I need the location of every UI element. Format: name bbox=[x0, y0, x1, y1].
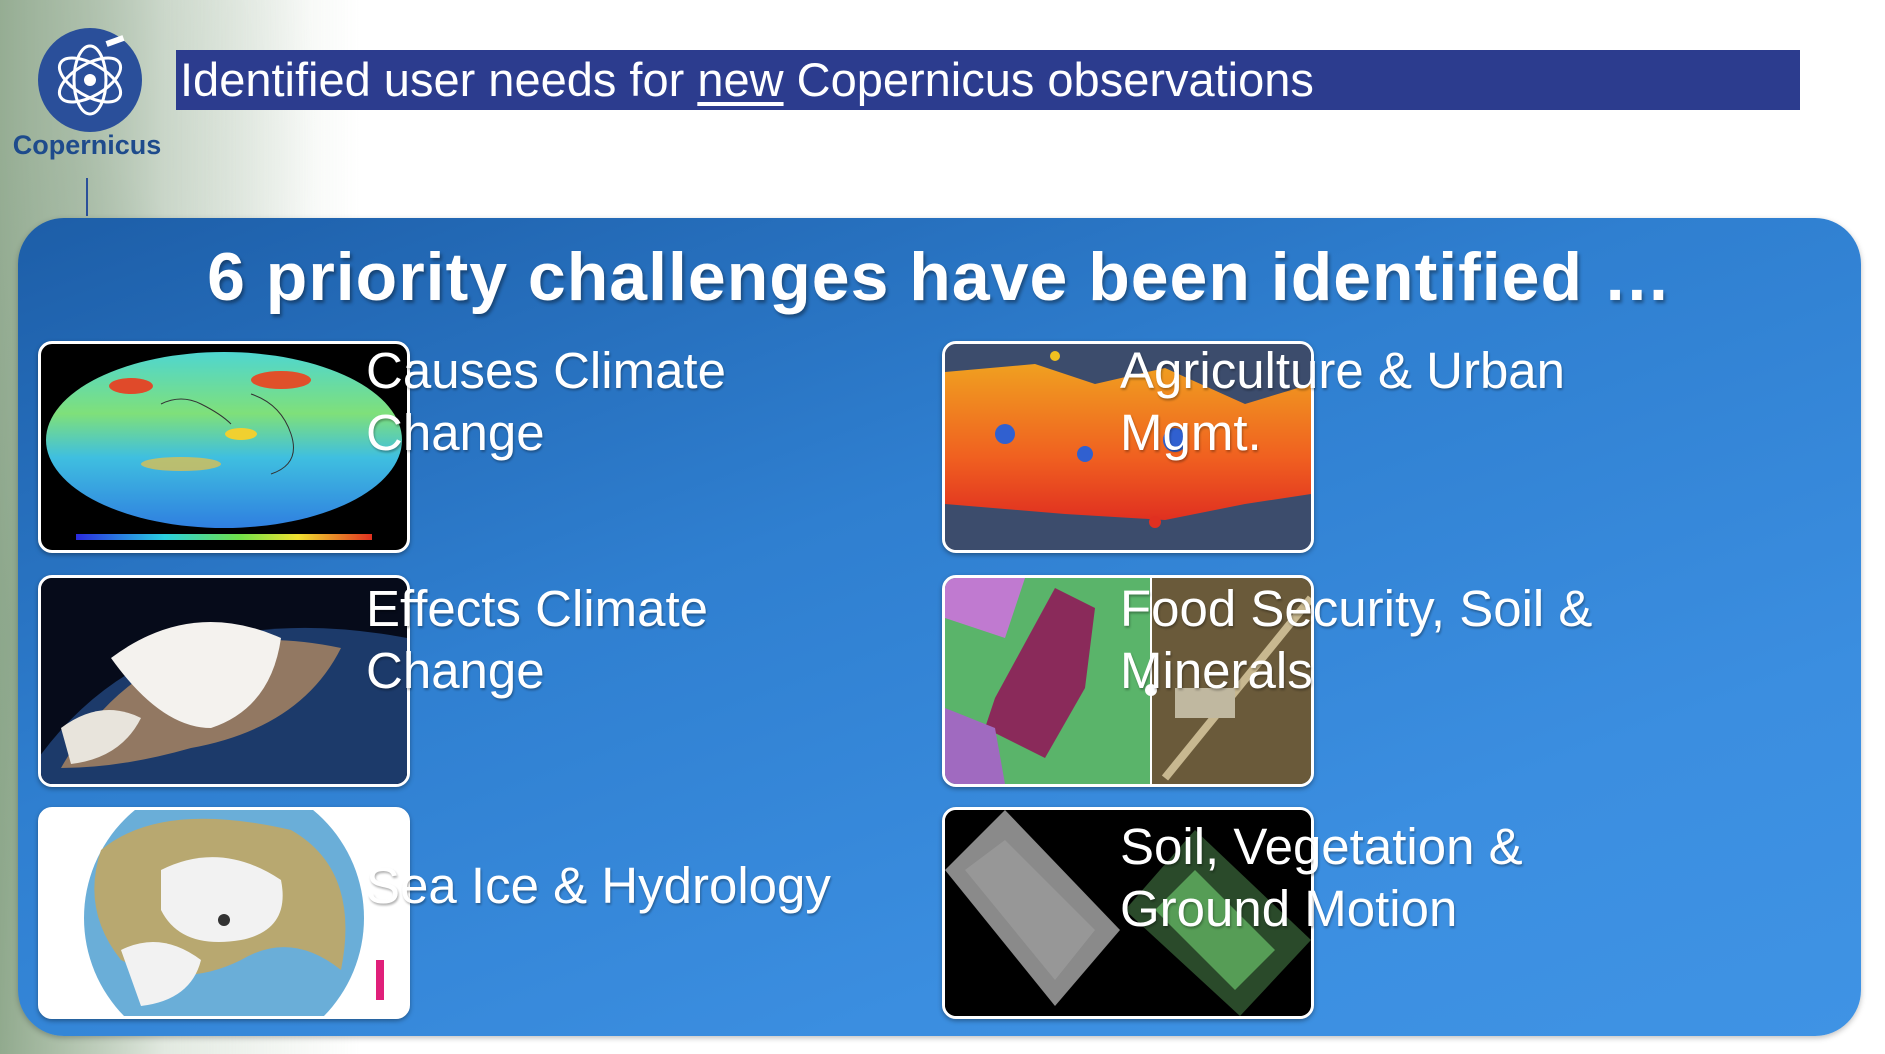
arctic-polar-map-image bbox=[38, 807, 410, 1019]
title-text-start: Identified user needs for bbox=[180, 53, 698, 106]
challenge-label-6: Soil, Vegetation & Ground Motion bbox=[1120, 816, 1523, 940]
sar-image-swaths-image bbox=[942, 807, 1314, 1019]
title-bar: Identified user needs for new Copernicus… bbox=[176, 50, 1800, 110]
challenge-label-1-line1: Causes Climate bbox=[366, 342, 726, 399]
challenge-label-4-line2: Minerals bbox=[1120, 642, 1313, 699]
challenge-label-1-line2: Change bbox=[366, 404, 545, 461]
challenge-label-6-line1: Soil, Vegetation & bbox=[1120, 818, 1523, 875]
global-co2-map-image bbox=[38, 341, 410, 553]
challenge-label-6-line2: Ground Motion bbox=[1120, 880, 1458, 937]
greenland-globe-view-image bbox=[38, 575, 410, 787]
challenge-label-3-line1: Effects Climate bbox=[366, 580, 709, 637]
challenge-label-5-line1: Sea Ice & Hydrology bbox=[366, 857, 831, 914]
challenge-label-4-line1: Food Security, Soil & bbox=[1120, 580, 1593, 637]
title-text-underlined: new bbox=[697, 53, 784, 106]
challenge-label-3-line2: Change bbox=[366, 642, 545, 699]
challenge-label-2-line1: Agriculture & Urban bbox=[1120, 342, 1566, 399]
panel-heading: 6 priority challenges have been identifi… bbox=[207, 239, 1672, 315]
page-title: Identified user needs for new Copernicus… bbox=[180, 53, 1314, 107]
challenge-label-4: Food Security, Soil & Minerals bbox=[1120, 578, 1592, 702]
satellite-orbit-icon bbox=[38, 28, 142, 132]
divider bbox=[86, 178, 88, 216]
logo-wordmark: Copernicus bbox=[12, 130, 162, 160]
challenge-label-2: Agriculture & Urban Mgmt. bbox=[1120, 340, 1565, 464]
copernicus-logo: Copernicus bbox=[2, 24, 172, 164]
challenges-panel: 6 priority challenges have been identifi… bbox=[18, 218, 1861, 1036]
island-thermal-map-image bbox=[942, 341, 1314, 553]
title-text-end: Copernicus observations bbox=[783, 53, 1314, 106]
field-hyperspectral-comparison-image bbox=[942, 575, 1314, 787]
challenge-label-5: Sea Ice & Hydrology bbox=[366, 855, 831, 917]
challenge-label-3: Effects Climate Change bbox=[366, 578, 708, 702]
challenge-label-2-line2: Mgmt. bbox=[1120, 404, 1262, 461]
challenge-label-1: Causes Climate Change bbox=[366, 340, 726, 464]
